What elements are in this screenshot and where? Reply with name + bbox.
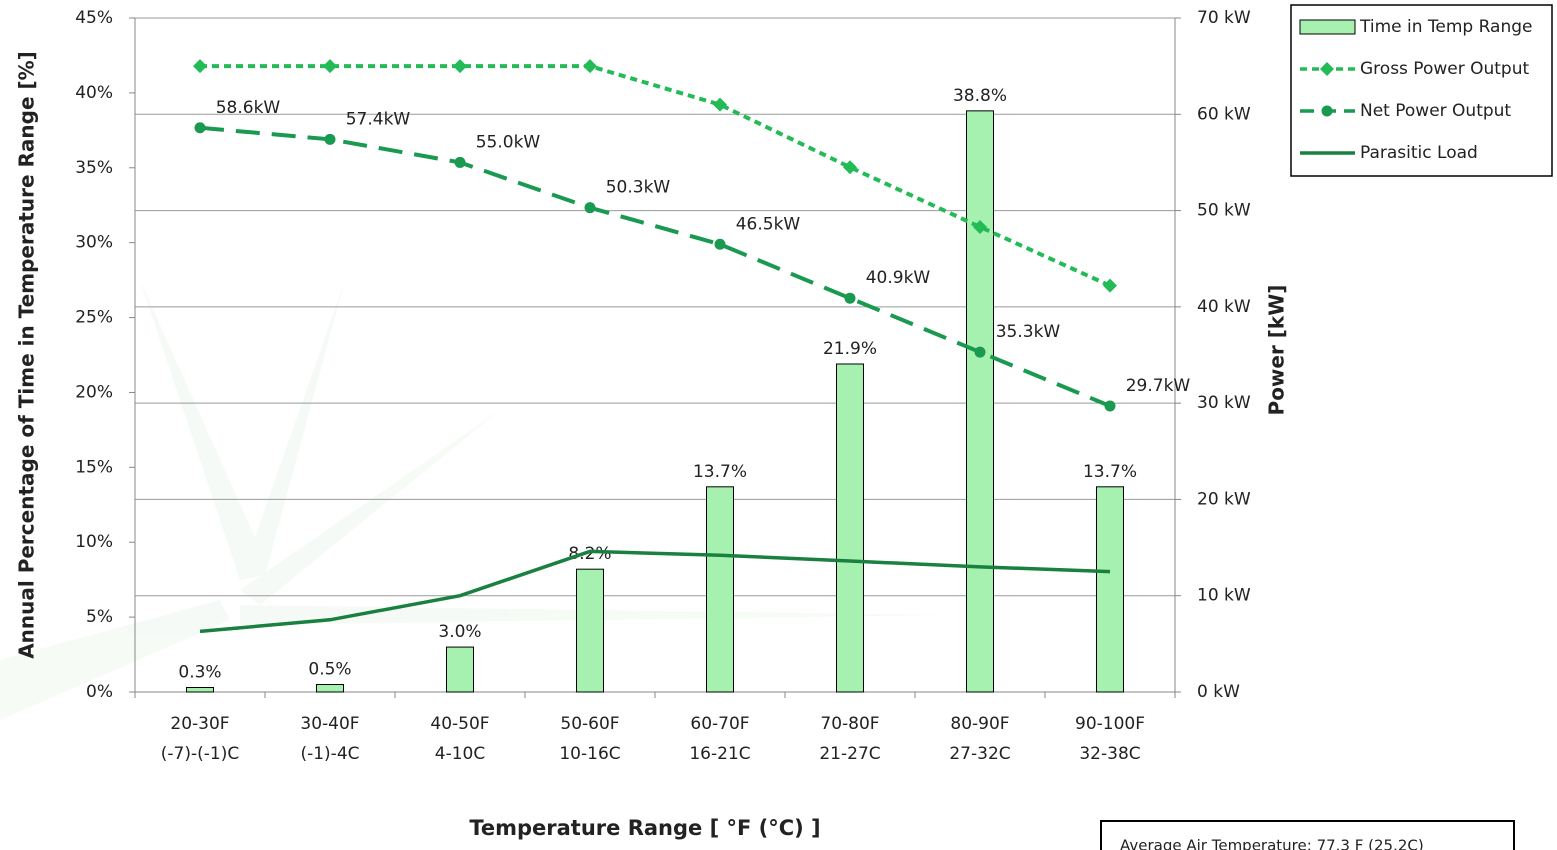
point [975,347,986,358]
x-tick-label: 60-70F [690,714,749,734]
data-label: 8.2% [568,544,611,564]
data-label: 57.4kW [346,109,411,129]
x-tick-label: 20-30F [170,714,229,734]
y-tick-label: 40% [75,83,113,103]
x-tick-label: 70-80F [820,714,879,734]
data-label: 0.3% [178,663,221,683]
data-label: 35.3kW [996,322,1061,342]
x-tick-label: 40-50F [430,714,489,734]
y-tick-label: 25% [75,308,113,328]
point [455,157,466,168]
x-tick-label: (-1)-4C [300,744,359,764]
y2-tick-label: 10 kW [1197,586,1251,606]
point [583,59,597,73]
bar [577,569,604,692]
bar [317,685,344,692]
x-tick-label: 50-60F [560,714,619,734]
bar [1097,487,1124,692]
x-tick-label: 80-90F [950,714,1009,734]
data-label: 21.9% [823,339,877,359]
data-label: 13.7% [693,462,747,482]
watermark-ray [140,280,265,580]
page: Annual Percentage of Time in Temperature… [0,0,1557,850]
legend-label: Parasitic Load [1360,143,1478,163]
y-tick-label: 30% [75,233,113,253]
data-label: 0.5% [308,660,351,680]
x-tick-label: (-7)-(-1)C [161,744,239,764]
point [715,239,726,250]
y2-tick-label: 0 kW [1197,682,1240,702]
x-tick-label: 90-100F [1075,714,1145,734]
point [843,160,857,174]
y2-tick-label: 40 kW [1197,297,1251,317]
bar [967,111,994,692]
data-label: 46.5kW [736,214,801,234]
y2-tick-label: 30 kW [1197,393,1251,413]
x-tick-label: 32-38C [1079,744,1140,764]
y-tick-label: 45% [75,8,113,28]
point [323,59,337,73]
bar [447,647,474,692]
annotation: Average Air Temperature: 77.3 F (25.2C) [1120,837,1424,850]
point [845,293,856,304]
data-label: 40.9kW [866,268,931,288]
x-tick-label: 4-10C [435,744,485,764]
point [193,59,207,73]
bar [187,688,214,692]
y-tick-label: 10% [75,532,113,552]
data-label: 13.7% [1083,462,1137,482]
point [713,98,727,112]
point [1105,401,1116,412]
data-label: 58.6kW [216,98,281,118]
bar [837,364,864,692]
y2-tick-label: 20 kW [1197,489,1251,509]
y-tick-label: 0% [86,682,113,702]
x-tick-label: 21-27C [819,744,880,764]
bar [707,487,734,692]
legend-swatch [1300,20,1355,34]
point [1322,106,1333,117]
y-tick-label: 35% [75,158,113,178]
y-tick-label: 15% [75,457,113,477]
y2-axis-title: Power [kW] [1265,285,1289,416]
x-tick-label: 16-21C [689,744,750,764]
point [453,59,467,73]
point [325,134,336,145]
data-label: 38.8% [953,86,1007,106]
point [585,202,596,213]
y2-tick-label: 60 kW [1197,104,1251,124]
y-tick-label: 20% [75,382,113,402]
point [1103,279,1117,293]
legend-label: Net Power Output [1360,101,1511,121]
y2-tick-label: 50 kW [1197,201,1251,221]
x-tick-label: 10-16C [559,744,620,764]
data-label: 55.0kW [476,132,541,152]
data-label: 29.7kW [1126,376,1191,396]
chart: Annual Percentage of Time in Temperature… [0,0,1557,850]
y-axis-title: Annual Percentage of Time in Temperature… [15,51,39,659]
x-axis-title: Temperature Range [ °F (°C) ] [469,816,820,840]
point [195,122,206,133]
legend-label: Time in Temp Range [1359,17,1533,37]
data-label: 50.3kW [606,178,671,198]
y2-tick-label: 70 kW [1197,8,1251,28]
x-tick-label: 30-40F [300,714,359,734]
data-label: 3.0% [438,622,481,642]
legend-label: Gross Power Output [1360,59,1529,79]
x-tick-label: 27-32C [949,744,1010,764]
y-tick-label: 5% [86,607,113,627]
